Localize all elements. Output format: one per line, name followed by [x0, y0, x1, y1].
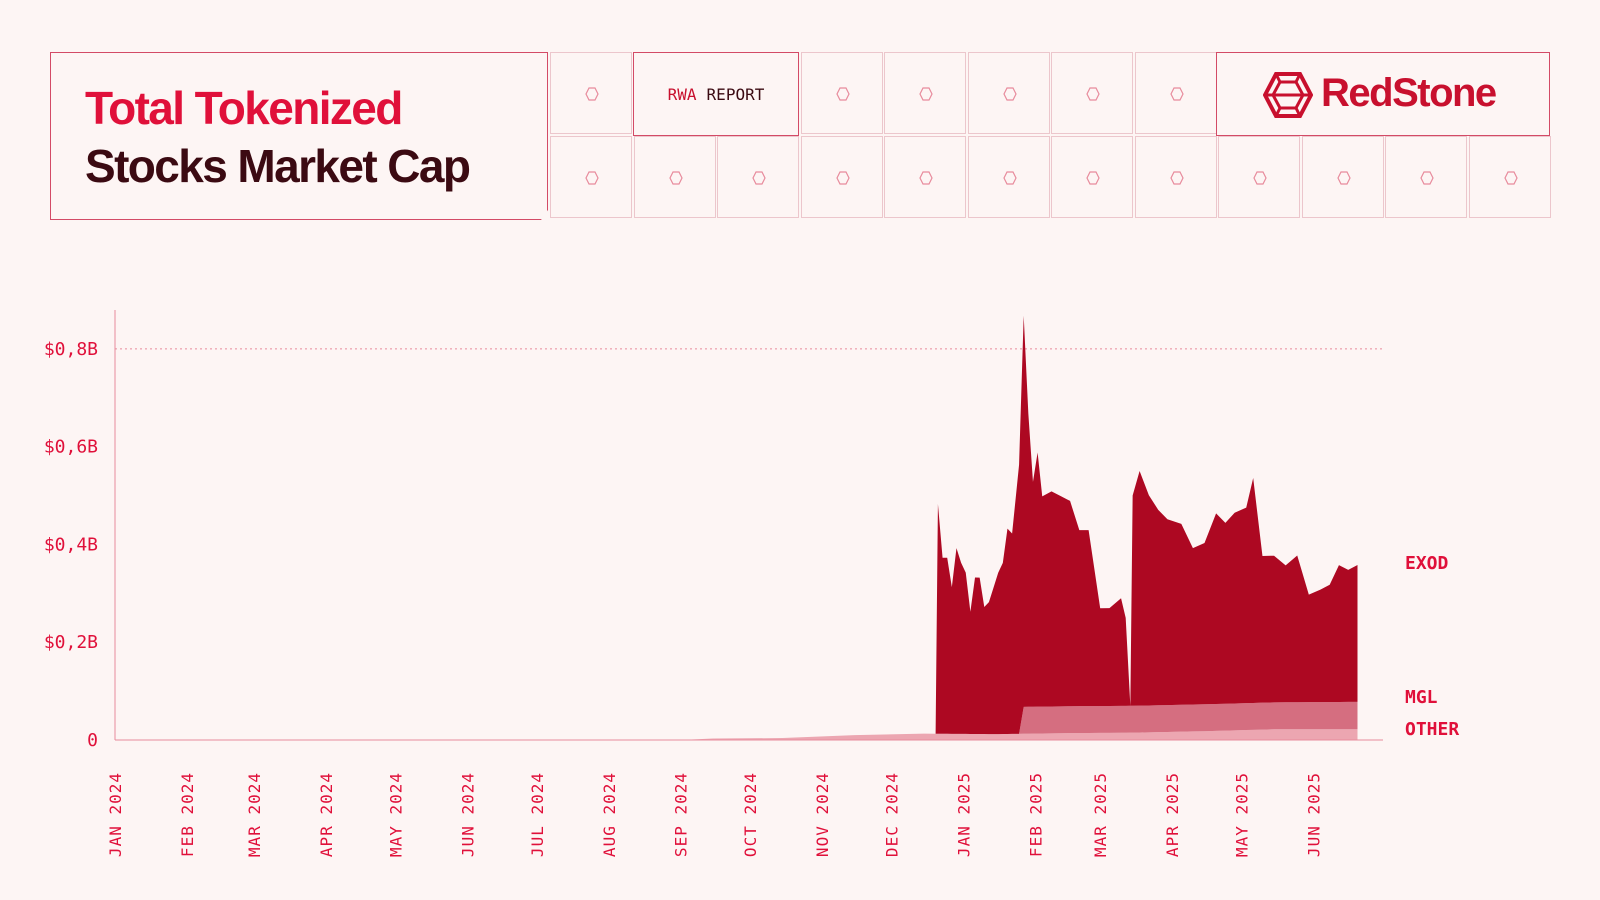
x-tick-label: JUN 2024: [458, 772, 477, 857]
y-tick-label: $0,2B: [44, 632, 98, 653]
chart-axes: [114, 310, 1383, 741]
hexagon-icon: [1169, 171, 1184, 185]
y-axis-ticks: 0 $0,2B $0,4B $0,6B $0,8B: [44, 339, 98, 751]
grid-cell: [1218, 136, 1300, 218]
redstone-logo-icon: [1263, 72, 1313, 118]
grid-cell: [550, 52, 632, 134]
grid-cell: [1134, 52, 1217, 134]
hexagon-icon: [752, 171, 766, 185]
hexagon-icon: [1336, 171, 1351, 185]
title-card: Total Tokenized Stocks Market Cap: [50, 52, 548, 220]
series-label-other: OTHER: [1405, 719, 1459, 740]
chart-areas: [115, 315, 1358, 740]
area-mgl: [115, 701, 1358, 740]
page-title-line1: Total Tokenized: [85, 82, 403, 134]
grid-cell: [967, 52, 1050, 134]
hexagon-icon: [835, 87, 850, 101]
grid-cell: [1301, 136, 1384, 218]
hexagon-icon: [919, 171, 933, 185]
report-header: Total Tokenized Stocks Market Cap RWA RE…: [0, 0, 1600, 240]
grid-cell: [800, 52, 883, 134]
report-tag-prefix: RWA: [667, 84, 697, 104]
brand-name: RedStone: [1321, 71, 1497, 115]
x-tick-label: JAN 2024: [106, 772, 125, 857]
grid-cell: [633, 136, 716, 218]
x-tick-label: FEB 2025: [1026, 772, 1045, 857]
x-tick-label: MAR 2025: [1091, 772, 1110, 857]
grid-cell: [967, 136, 1050, 218]
y-tick-label: 0: [87, 730, 98, 751]
series-label-mgl: MGL: [1405, 687, 1438, 708]
grid-cell: [1134, 136, 1217, 218]
grid-cell: [1468, 136, 1551, 218]
x-tick-label: NOV 2024: [813, 772, 832, 857]
hexagon-icon: [835, 171, 850, 185]
hexagon-icon: [585, 87, 599, 101]
grid-cell: [884, 52, 966, 134]
hexagon-icon: [1002, 87, 1017, 101]
grid-cell: [800, 136, 883, 218]
x-tick-label: FEB 2024: [178, 772, 197, 857]
grid-cell: [884, 136, 966, 218]
y-tick-label: $0,8B: [44, 339, 98, 360]
hexagon-icon: [1169, 87, 1184, 101]
x-tick-label: SEP 2024: [672, 772, 691, 857]
hexagon-icon: [1253, 171, 1267, 185]
page-title-line2: Stocks Market Cap: [85, 140, 471, 192]
hexagon-icon: [1086, 87, 1100, 101]
hexagon-icon: [919, 87, 933, 101]
grid-cell: [550, 136, 632, 218]
report-tag: RWA REPORT: [633, 52, 799, 136]
hexagon-icon: [1086, 171, 1100, 185]
x-tick-label: AUG 2024: [600, 772, 619, 857]
brand-logo: RedStone: [1216, 52, 1550, 136]
hexagon-icon: [668, 171, 683, 185]
grid-cell: [1051, 136, 1133, 218]
x-tick-label: DEC 2024: [883, 772, 902, 857]
report-tag-suffix: REPORT: [706, 84, 765, 104]
x-tick-label: APR 2025: [1163, 772, 1182, 857]
series-labels: OTHER MGL EXOD: [1405, 553, 1459, 740]
hexagon-icon: [1503, 171, 1518, 185]
x-tick-label: MAY 2025: [1233, 772, 1252, 857]
y-tick-label: $0,6B: [44, 437, 98, 458]
area-other: [115, 729, 1358, 740]
x-tick-label: JAN 2025: [954, 772, 973, 857]
grid-cell: [1051, 52, 1133, 134]
x-tick-label: MAR 2024: [245, 772, 264, 857]
series-label-exod: EXOD: [1405, 553, 1449, 574]
hexagon-icon: [585, 171, 599, 185]
area-exod: [115, 315, 1358, 740]
y-tick-label: $0,4B: [44, 534, 98, 555]
hexagon-icon: [1002, 171, 1017, 185]
x-tick-label: JUL 2024: [528, 772, 547, 857]
grid-cell: [1385, 136, 1467, 218]
hexagon-icon: [1420, 171, 1434, 185]
x-tick-label: OCT 2024: [741, 772, 760, 857]
x-axis-ticks: JAN 2024 FEB 2024 MAR 2024 APR 2024 MAY 2024…: [106, 772, 1323, 857]
grid-cell: [717, 136, 799, 218]
x-tick-label: JUN 2025: [1304, 772, 1323, 857]
x-tick-label: APR 2024: [317, 772, 336, 857]
x-tick-label: MAY 2024: [386, 772, 405, 857]
